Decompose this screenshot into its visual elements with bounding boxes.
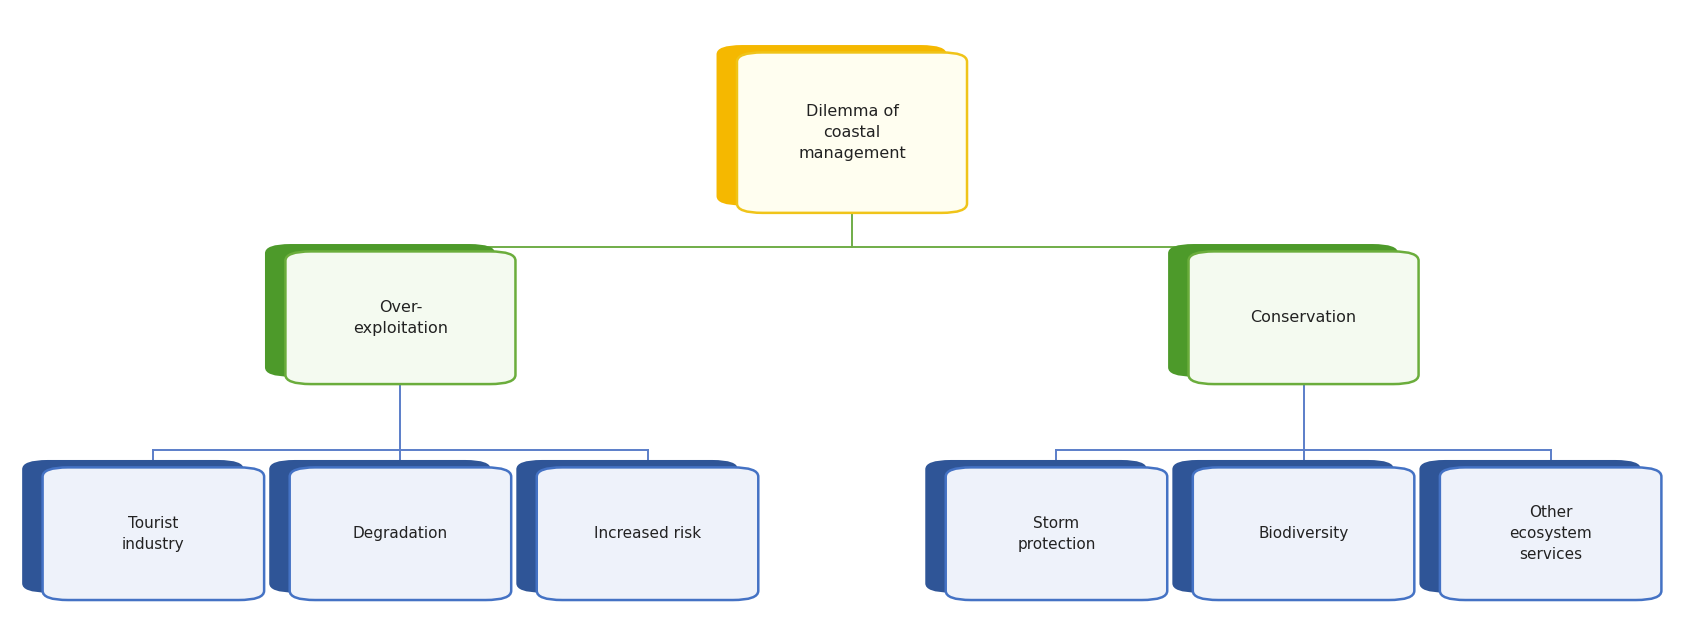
FancyBboxPatch shape [537,468,758,600]
FancyBboxPatch shape [266,244,494,376]
Text: Conservation: Conservation [1251,310,1356,325]
FancyBboxPatch shape [716,45,947,205]
FancyBboxPatch shape [925,460,1147,592]
Text: Increased risk: Increased risk [595,526,700,541]
FancyBboxPatch shape [1419,460,1641,592]
Text: Tourist
industry: Tourist industry [123,516,184,552]
FancyBboxPatch shape [1189,252,1418,384]
FancyBboxPatch shape [269,460,491,592]
FancyBboxPatch shape [22,460,244,592]
FancyBboxPatch shape [1440,468,1661,600]
FancyBboxPatch shape [1193,468,1414,600]
FancyBboxPatch shape [43,468,264,600]
Text: Degradation: Degradation [353,526,448,541]
FancyBboxPatch shape [736,52,968,213]
FancyBboxPatch shape [516,460,738,592]
Text: Other
ecosystem
services: Other ecosystem services [1510,505,1592,562]
FancyBboxPatch shape [1172,460,1394,592]
Text: Biodiversity: Biodiversity [1259,526,1348,541]
Text: Storm
protection: Storm protection [1017,516,1096,552]
FancyBboxPatch shape [285,252,516,384]
FancyBboxPatch shape [290,468,511,600]
FancyBboxPatch shape [946,468,1167,600]
FancyBboxPatch shape [1169,244,1397,376]
Text: Over-
exploitation: Over- exploitation [353,300,448,336]
Text: Dilemma of
coastal
management: Dilemma of coastal management [797,104,907,161]
